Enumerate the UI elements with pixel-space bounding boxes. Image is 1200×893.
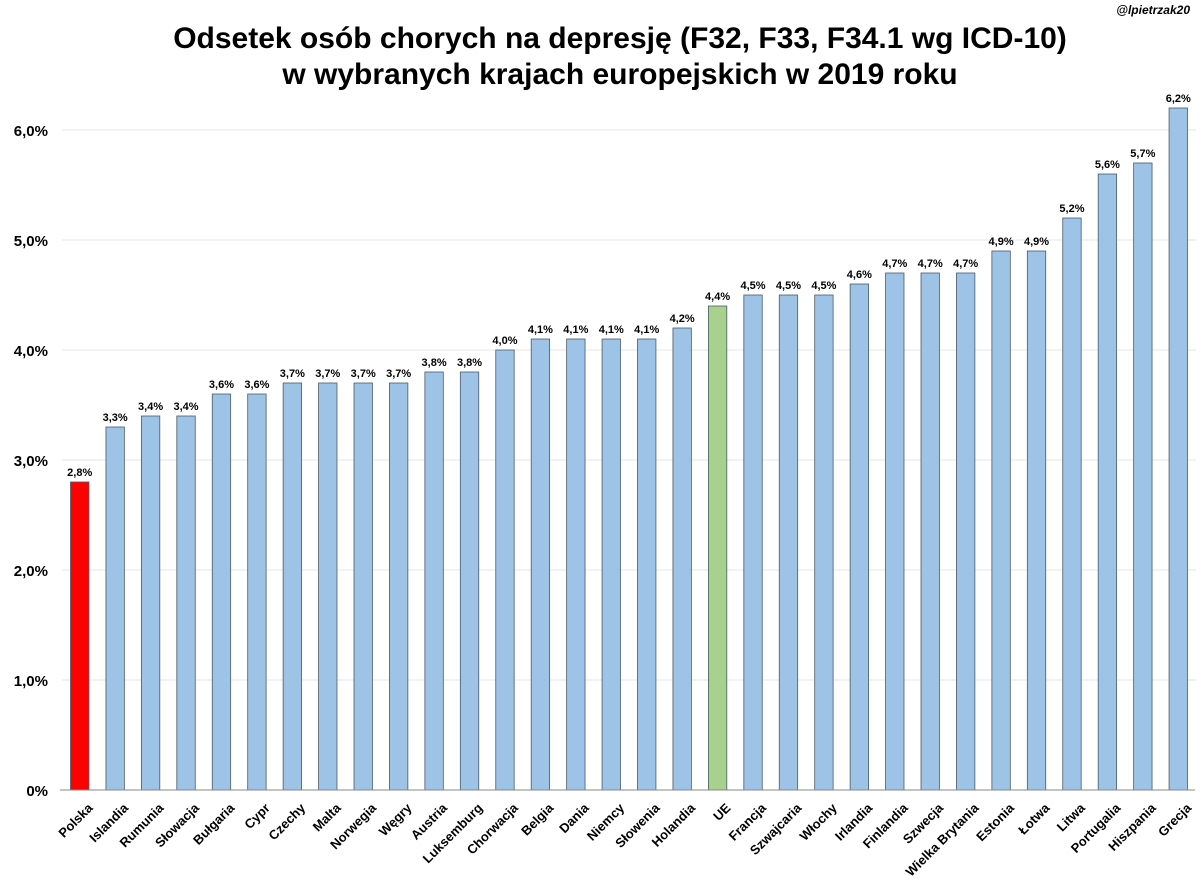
- x-tick-label: Estonia: [973, 800, 1017, 844]
- x-tick-label: Włochy: [797, 800, 841, 844]
- data-label: 4,2%: [670, 313, 695, 325]
- data-label: 4,1%: [563, 324, 588, 336]
- bar: [211, 393, 232, 791]
- y-tick-label: 3,0%: [14, 453, 48, 470]
- x-tick-label: Belgia: [518, 800, 557, 839]
- data-label: 3,4%: [173, 401, 198, 413]
- data-label: 4,1%: [599, 324, 624, 336]
- data-label: 3,8%: [457, 357, 482, 369]
- data-label: 4,1%: [528, 324, 553, 336]
- bar: [956, 272, 976, 791]
- x-tick-label: Łotwa: [1015, 800, 1053, 838]
- bar: [282, 382, 302, 791]
- y-tick-label: 4,0%: [14, 343, 48, 360]
- data-label: 4,5%: [811, 280, 836, 292]
- data-label: 3,3%: [103, 412, 128, 424]
- x-tick-label: UE: [710, 800, 734, 824]
- bar: [495, 349, 515, 791]
- data-label: 4,9%: [1024, 236, 1049, 248]
- bar: [672, 327, 692, 791]
- y-tick-label: 5,0%: [14, 233, 48, 250]
- data-label: 4,1%: [634, 324, 659, 336]
- data-label: 3,6%: [244, 379, 269, 391]
- x-tick-label: Czechy: [265, 800, 308, 843]
- data-label: 3,7%: [280, 368, 305, 380]
- data-label: 3,7%: [351, 368, 376, 380]
- bar: [920, 272, 940, 791]
- watermark: @lpietrzak20: [1116, 3, 1190, 17]
- data-label: 6,2%: [1166, 93, 1191, 105]
- data-label: 3,6%: [209, 379, 234, 391]
- bar: [424, 371, 444, 791]
- bar: [601, 338, 621, 791]
- data-label: 5,2%: [1059, 203, 1084, 215]
- y-tick-label: 1,0%: [14, 673, 48, 690]
- bar: [707, 305, 728, 791]
- bar: [1133, 162, 1153, 791]
- bar: [530, 338, 551, 791]
- data-label: 4,5%: [740, 280, 765, 292]
- data-label: 4,7%: [882, 258, 907, 270]
- y-tick-label: 0%: [26, 783, 48, 800]
- data-label: 5,7%: [1130, 148, 1155, 160]
- bar: [318, 382, 338, 791]
- bar: [105, 426, 125, 791]
- data-label: 4,7%: [918, 258, 943, 270]
- bar: [1097, 173, 1118, 791]
- data-label: 4,7%: [953, 258, 978, 270]
- bar: [991, 250, 1011, 791]
- data-label: 3,8%: [422, 357, 447, 369]
- data-label: 4,4%: [705, 291, 730, 303]
- bar: [459, 371, 480, 791]
- bar: [140, 415, 161, 791]
- x-tick-label: Cypr: [241, 800, 273, 832]
- data-label: 4,6%: [847, 269, 872, 281]
- data-label: 3,7%: [315, 368, 340, 380]
- data-label: 4,5%: [776, 280, 801, 292]
- bar: [176, 415, 196, 791]
- bar: [885, 272, 905, 791]
- x-tick-label: Grecja: [1155, 800, 1195, 840]
- data-label: 4,9%: [989, 236, 1014, 248]
- bar: [70, 481, 90, 791]
- bar: [814, 294, 834, 791]
- chart-title-line-2: w wybranych krajach europejskich w 2019 …: [281, 58, 957, 91]
- data-label: 3,4%: [138, 401, 163, 413]
- bar: [353, 382, 373, 791]
- data-label: 5,6%: [1095, 159, 1120, 171]
- bar: [566, 338, 586, 791]
- chart-title-line-1: Odsetek osób chorych na depresję (F32, F…: [173, 22, 1067, 55]
- data-label: 4,0%: [492, 335, 517, 347]
- bars: [70, 107, 1188, 791]
- bar: [1026, 250, 1047, 791]
- bar: [849, 283, 869, 791]
- data-label: 2,8%: [67, 467, 92, 479]
- bar: [1168, 107, 1188, 791]
- bar: [389, 382, 409, 791]
- y-tick-label: 6,0%: [14, 123, 48, 140]
- bar: [1062, 217, 1082, 791]
- gridlines: [62, 129, 1196, 681]
- bar: [743, 294, 763, 791]
- bar: [247, 393, 267, 791]
- y-tick-label: 2,0%: [14, 563, 48, 580]
- data-labels: 2,8% 3,3% 3,4% 3,4% 3,6% 3,6% 3,7% 3,7% 3,7% 3,7%…: [67, 93, 1191, 479]
- data-label: 3,7%: [386, 368, 411, 380]
- bar: [778, 294, 799, 791]
- bar: [637, 338, 657, 791]
- y-axis-ticks: 0% 1,0% 2,0% 3,0% 4,0% 5,0% 6,0%: [14, 123, 48, 800]
